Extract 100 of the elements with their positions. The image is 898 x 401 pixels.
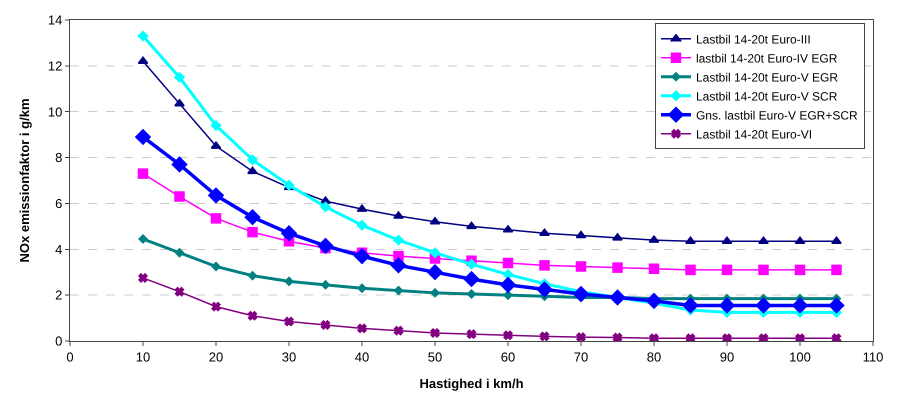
point	[612, 233, 623, 241]
point	[357, 324, 367, 334]
x-tick-label: 30	[282, 350, 296, 365]
point	[430, 328, 440, 338]
point	[430, 288, 440, 298]
point	[138, 273, 148, 283]
point	[320, 202, 331, 212]
point	[138, 30, 148, 42]
point	[393, 234, 404, 246]
x-axis-title: Hastighed i km/h	[419, 376, 524, 392]
point	[394, 326, 404, 336]
point	[502, 258, 514, 268]
x-tick-label: 10	[136, 350, 150, 365]
point	[612, 262, 623, 273]
y-tick-label: 4	[55, 242, 62, 257]
point	[247, 154, 258, 166]
point	[719, 298, 735, 314]
point	[138, 234, 148, 244]
point	[648, 235, 660, 243]
point	[354, 248, 370, 264]
point	[648, 264, 660, 274]
point	[792, 298, 808, 314]
point	[210, 120, 222, 131]
point	[828, 298, 844, 314]
point	[320, 320, 330, 330]
y-tick-label: 2	[55, 288, 62, 303]
point	[795, 334, 805, 341]
point	[210, 141, 222, 149]
point	[832, 334, 842, 341]
point	[794, 264, 806, 276]
y-tick-label: 6	[55, 196, 62, 211]
x-tick-label: 80	[646, 350, 662, 365]
y-tick-label: 12	[48, 58, 62, 74]
point	[210, 213, 222, 224]
point	[208, 188, 224, 204]
point	[281, 225, 297, 242]
point	[502, 269, 514, 280]
y-tick-label: 14	[48, 12, 62, 28]
point	[320, 280, 330, 290]
point	[174, 98, 185, 106]
point	[646, 292, 662, 309]
point	[540, 332, 550, 341]
point	[539, 260, 550, 271]
point	[138, 168, 148, 179]
point	[466, 289, 476, 299]
point	[722, 236, 732, 244]
point	[430, 217, 440, 225]
point	[682, 298, 698, 314]
point	[138, 56, 148, 64]
point	[390, 257, 406, 274]
point	[573, 286, 589, 302]
legend-label: Lastbil 14-20t Euro-V EGR	[696, 70, 838, 84]
point	[466, 258, 477, 270]
point	[318, 238, 334, 254]
point	[135, 129, 151, 145]
point	[758, 334, 768, 341]
x-tick-label: 90	[720, 350, 734, 365]
x-tick-label: 60	[500, 350, 516, 365]
point	[758, 264, 769, 276]
point	[466, 222, 477, 230]
point	[427, 264, 443, 280]
point	[248, 271, 258, 280]
point	[356, 220, 368, 231]
point	[649, 334, 659, 341]
point	[464, 271, 480, 287]
point	[576, 261, 586, 272]
point	[756, 298, 772, 314]
point	[174, 191, 185, 202]
x-tick-label: 100	[789, 350, 811, 365]
point	[174, 248, 184, 258]
legend-label: Lastbil 14-20t Euro-VI	[696, 127, 812, 142]
point	[576, 332, 586, 341]
point	[794, 236, 806, 244]
x-tick-label: 0	[66, 350, 74, 365]
point	[536, 282, 552, 298]
point	[576, 230, 586, 238]
point	[831, 236, 842, 244]
point	[503, 290, 513, 300]
point	[685, 264, 696, 276]
point	[539, 228, 550, 236]
x-tick-label: 70	[574, 350, 588, 365]
point	[174, 72, 185, 83]
point	[394, 286, 404, 296]
point	[500, 276, 516, 293]
point	[430, 247, 440, 258]
legend-label: lastbil 14-20t Euro-IV EGR	[696, 51, 838, 66]
point	[502, 225, 514, 233]
y-tick-label: 10	[48, 104, 62, 120]
x-tick-label: 50	[428, 350, 442, 365]
x-tick-label: 20	[208, 350, 224, 365]
legend-label: Lastbil 14-20t Euro-V SCR	[696, 89, 838, 104]
point	[174, 286, 184, 296]
point	[503, 330, 513, 340]
point	[393, 211, 404, 219]
point	[247, 166, 258, 174]
point	[356, 204, 368, 212]
point	[686, 334, 696, 341]
point	[248, 311, 258, 320]
x-tick-label: 40	[354, 350, 370, 365]
point	[357, 284, 367, 293]
